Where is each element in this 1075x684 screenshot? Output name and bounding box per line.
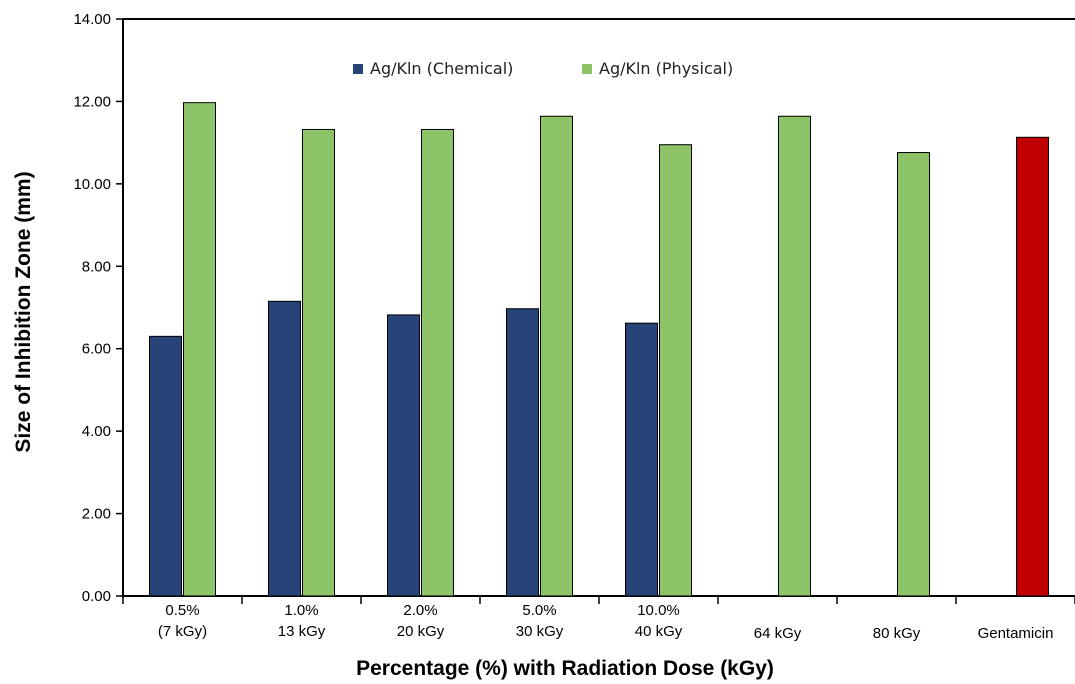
legend: Ag/Kln (Chemical) Ag/Kln (Physical) xyxy=(353,59,733,78)
bar xyxy=(540,115,573,597)
x-tick-label: 64 kGy xyxy=(754,625,802,642)
x-tick-label: Gentamicin xyxy=(978,625,1054,642)
bar xyxy=(302,128,335,597)
y-axis: 0.00 2.00 4.00 6.00 8.00 10.00 12.00 14.00 xyxy=(73,11,1075,605)
x-tick-label: 2.0% 20 kGy xyxy=(397,602,445,640)
bar xyxy=(897,152,930,597)
x-tick-label: 10.0% 40 kGy xyxy=(635,602,683,640)
bar xyxy=(387,314,420,597)
y-tick-label: 8.00 xyxy=(82,258,111,275)
legend-swatch xyxy=(353,64,363,74)
bar xyxy=(183,102,216,597)
x-tick-label: 0.5% (7 kGy) xyxy=(158,602,207,640)
y-tick-label: 14.00 xyxy=(73,11,111,28)
x-axis-title: Percentage (%) with Radiation Dose (kGy) xyxy=(356,657,774,680)
legend-label: Ag/Kln (Physical) xyxy=(599,59,733,78)
bars xyxy=(149,102,1049,597)
y-tick-label: 0.00 xyxy=(82,588,111,605)
x-axis: 0.5% (7 kGy) 1.0% 13 kGy 2.0% 20 kGy 5.0% 30 kG… xyxy=(122,595,1075,642)
x-tick-label: 80 kGy xyxy=(873,625,921,642)
legend-swatch xyxy=(582,64,592,74)
bar xyxy=(268,300,301,597)
bar xyxy=(506,308,539,597)
y-tick-label: 6.00 xyxy=(82,341,111,358)
y-tick-label: 4.00 xyxy=(82,423,111,440)
y-axis-title: Size of Inhibition Zone (mm) xyxy=(12,171,35,452)
y-tick-label: 2.00 xyxy=(82,506,111,523)
bar xyxy=(1016,136,1049,597)
x-tick-label: 1.0% 13 kGy xyxy=(278,602,326,640)
y-tick-label: 10.00 xyxy=(73,176,111,193)
x-tick-label: 5.0% 30 kGy xyxy=(516,602,564,640)
bar xyxy=(149,335,182,597)
bar xyxy=(625,322,658,597)
y-tick-label: 12.00 xyxy=(73,93,111,110)
legend-label: Ag/Kln (Chemical) xyxy=(370,59,513,78)
bar xyxy=(778,115,811,597)
bar xyxy=(659,144,692,597)
bar xyxy=(421,128,454,597)
